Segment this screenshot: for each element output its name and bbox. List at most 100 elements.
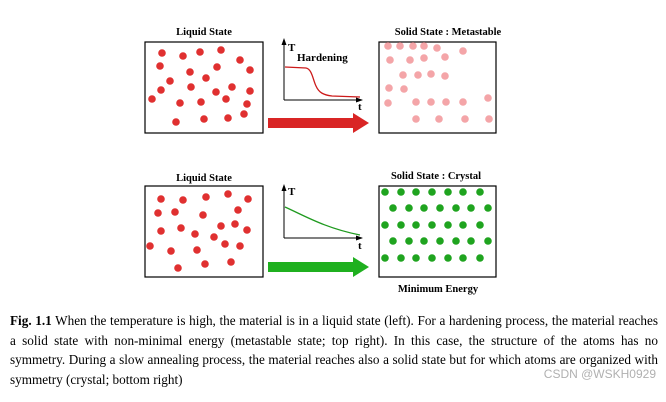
hardening-graph: T Hardening t (281, 38, 363, 113)
crystal-atom (452, 204, 460, 212)
liquid-atom (199, 211, 207, 219)
liquid-atom (177, 224, 185, 232)
crystal-atom (397, 221, 405, 229)
metastable-atom (442, 98, 450, 106)
liquid-atom (179, 52, 187, 60)
crystal-atom (420, 204, 428, 212)
metastable-atom (384, 99, 392, 107)
liquid-atom (202, 193, 210, 201)
liquid-atom (157, 227, 165, 235)
liquid-atom (154, 209, 162, 217)
liquid-atom (186, 68, 194, 76)
crystal-atom (381, 254, 389, 262)
top-graph-x-label: t (358, 101, 362, 113)
liquid-atom (212, 88, 220, 96)
crystal-atom (381, 188, 389, 196)
crystal-atom (389, 204, 397, 212)
liquid-atom (197, 98, 205, 106)
top-graph-y-label: T (288, 42, 296, 54)
hardening-label: Hardening (297, 52, 348, 64)
metastable-atom (435, 115, 443, 123)
hardening-arrow (268, 113, 369, 133)
crystal-atom (452, 237, 460, 245)
annealing-arrow (268, 257, 369, 277)
liquid-atom (246, 87, 254, 95)
metastable-atom (400, 85, 408, 93)
metastable-atom (414, 71, 422, 79)
crystal-atom (412, 221, 420, 229)
crystal-atom (436, 237, 444, 245)
caption-fig-label: Fig. 1.1 (10, 313, 52, 328)
top-graph-y-arrow (281, 38, 287, 45)
liquid-atom (231, 220, 239, 228)
annealing-figure: Liquid State Solid State : Metastable T … (144, 27, 502, 295)
liquid-atom (213, 63, 221, 71)
bottom-graph-y-arrow (281, 184, 287, 191)
crystal-atom (389, 237, 397, 245)
crystal-atom (397, 254, 405, 262)
crystal-atom (484, 237, 492, 245)
bottom-solid-label: Solid State : Crystal (391, 171, 481, 182)
metastable-atom (485, 115, 493, 123)
top-graph-x-arrow (356, 97, 363, 103)
metastable-atom (441, 53, 449, 61)
minimum-energy-label: Minimum Energy (398, 284, 479, 295)
liquid-atom (193, 246, 201, 254)
crystal-atom (484, 204, 492, 212)
liquid-atom (187, 83, 195, 91)
crystal-atom (459, 221, 467, 229)
caption-text: When the temperature is high, the materi… (10, 313, 658, 387)
metastable-atom (433, 44, 441, 52)
liquid-atom (227, 258, 235, 266)
metastable-atom (384, 42, 392, 50)
metastable-atom (406, 56, 414, 64)
liquid-atom (222, 95, 230, 103)
liquid-atom (171, 208, 179, 216)
liquid-atom (240, 110, 248, 118)
crystal-box (378, 185, 497, 278)
bottom-graph-x-label: t (358, 240, 362, 252)
metastable-atom (459, 47, 467, 55)
metastable-atom (420, 54, 428, 62)
liquid-atom (228, 83, 236, 91)
crystal-atom (412, 254, 420, 262)
annealing-curve (284, 206, 361, 236)
figure-caption: Fig. 1.1 When the temperature is high, t… (10, 311, 658, 389)
liquid-atom (244, 195, 252, 203)
annealing-graph: T t (281, 184, 363, 252)
liquid-atom (157, 195, 165, 203)
metastable-atom (461, 115, 469, 123)
liquid-atom (210, 233, 218, 241)
crystal-atom (428, 188, 436, 196)
liquid-atom (243, 226, 251, 234)
bottom-graph-x-arrow (356, 235, 363, 241)
liquid-atom (157, 86, 165, 94)
liquid-atom (174, 264, 182, 272)
crystal-atom (420, 237, 428, 245)
metastable-atom (427, 70, 435, 78)
liquid-atom (191, 230, 199, 238)
liquid-atom (236, 242, 244, 250)
bottom-graph-y-label: T (288, 186, 296, 198)
crystal-atom (444, 254, 452, 262)
crystal-atom (436, 204, 444, 212)
liquid-atom (202, 74, 210, 82)
metastable-atom (420, 42, 428, 50)
metastable-atom (412, 98, 420, 106)
metastable-atom (396, 42, 404, 50)
top-liquid-atoms (148, 46, 254, 126)
liquid-atom (148, 95, 156, 103)
crystal-atom (412, 188, 420, 196)
liquid-atom (201, 260, 209, 268)
metastable-atoms (384, 42, 493, 123)
crystal-atom (444, 221, 452, 229)
crystal-atom (476, 221, 484, 229)
liquid-atom (224, 190, 232, 198)
crystal-atoms (381, 188, 492, 262)
bottom-liquid-atoms (146, 190, 252, 272)
liquid-atom (217, 222, 225, 230)
watermark: CSDN @WSKH0929 (543, 367, 656, 381)
crystal-atom (405, 204, 413, 212)
liquid-atom (243, 100, 251, 108)
crystal-atom (444, 188, 452, 196)
